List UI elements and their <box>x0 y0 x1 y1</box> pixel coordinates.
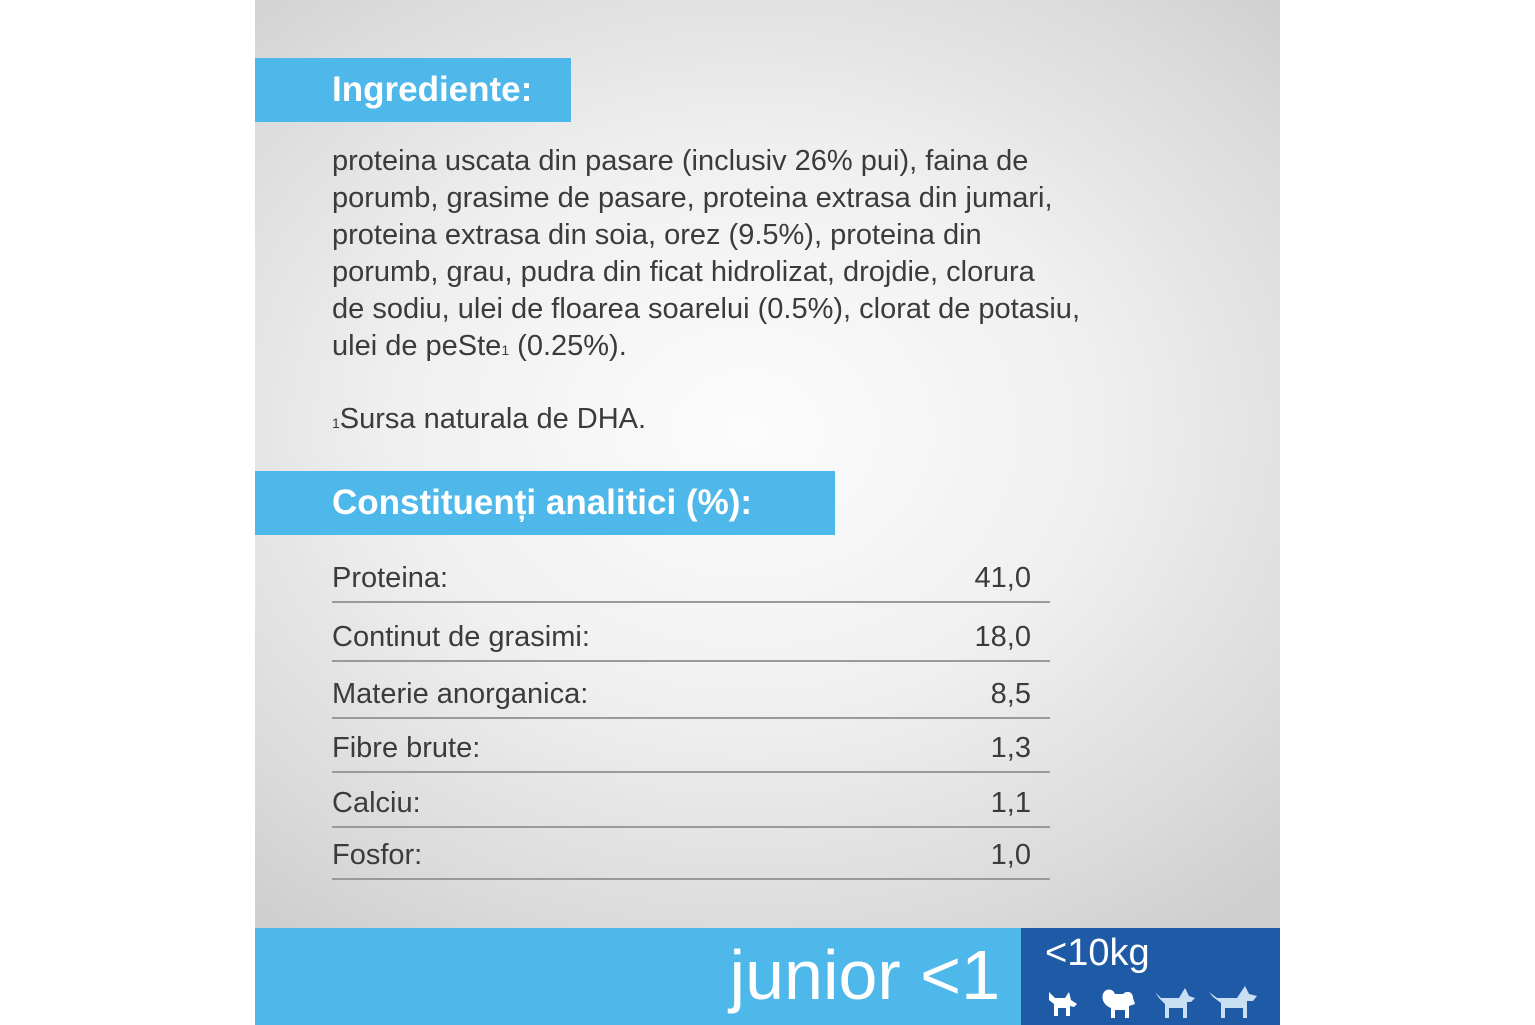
constituents-header-text: Constituenți analitici (%): <box>332 483 752 522</box>
ingredients-last-end: (0.25%). <box>509 330 627 362</box>
footnote-text: Sursa naturala de DHA. <box>339 403 647 435</box>
row-label: Fosfor: <box>332 839 423 871</box>
large-dog-icon <box>1209 986 1257 1018</box>
ingredients-line: de sodiu, ulei de floarea soarelui (0.5%… <box>332 293 1080 325</box>
table-row: Fibre brute: 1,3 <box>332 719 1050 773</box>
weight-box: <10kg <box>1021 928 1280 1025</box>
row-value: 1,1 <box>990 787 1031 819</box>
row-value: 1,3 <box>990 732 1031 764</box>
weight-label: <10kg <box>1045 932 1150 974</box>
constituents-header: Constituenți analitici (%): <box>255 471 835 535</box>
row-label: Calciu: <box>332 787 421 819</box>
footer-bar: junior <1 <10kg <box>255 928 1280 1025</box>
ingredients-last-start: ulei de peSte <box>332 330 502 362</box>
ingredients-line: ulei de peSte1 (0.25%). <box>332 328 1212 365</box>
row-label: Materie anorganica: <box>332 678 589 710</box>
table-row: Fosfor: 1,0 <box>332 828 1050 880</box>
small-dog-icon <box>1049 992 1077 1016</box>
ingredients-header: Ingrediente: <box>255 58 571 122</box>
row-value: 8,5 <box>990 678 1031 710</box>
age-label: junior <1 <box>729 936 1000 1014</box>
product-info-panel: Ingrediente: proteina uscata din pasare … <box>255 0 1280 1025</box>
row-value: 41,0 <box>974 562 1031 594</box>
medium-dog-icon <box>1155 988 1195 1018</box>
ingredients-line: proteina extrasa din soia, orez (9.5%), … <box>332 219 982 251</box>
row-label: Fibre brute: <box>332 732 481 764</box>
table-row: Materie anorganica: 8,5 <box>332 662 1050 719</box>
table-row: Calciu: 1,1 <box>332 773 1050 828</box>
row-value: 18,0 <box>974 621 1031 653</box>
dog-size-icons <box>1045 982 1265 1020</box>
ingredients-text: proteina uscata din pasare (inclusiv 26%… <box>332 143 1212 365</box>
row-label: Proteina: <box>332 562 449 594</box>
table-row: Proteina: 41,0 <box>332 548 1050 603</box>
ingredients-header-text: Ingrediente: <box>332 70 533 109</box>
row-label: Continut de grasimi: <box>332 621 590 653</box>
row-value: 1,0 <box>990 839 1031 871</box>
ingredients-line: porumb, grasime de pasare, proteina extr… <box>332 182 1053 214</box>
footnote-marker: 1 <box>332 415 340 431</box>
ingredients-line: porumb, grau, pudra din ficat hidrolizat… <box>332 256 1035 288</box>
fluffy-dog-icon <box>1102 989 1135 1018</box>
constituents-table: Proteina: 41,0 Continut de grasimi: 18,0… <box>332 548 1050 880</box>
footnote-marker: 1 <box>501 342 510 358</box>
table-row: Continut de grasimi: 18,0 <box>332 603 1050 662</box>
ingredients-line: proteina uscata din pasare (inclusiv 26%… <box>332 145 1029 177</box>
footnote: 1Sursa naturala de DHA. <box>332 401 646 438</box>
